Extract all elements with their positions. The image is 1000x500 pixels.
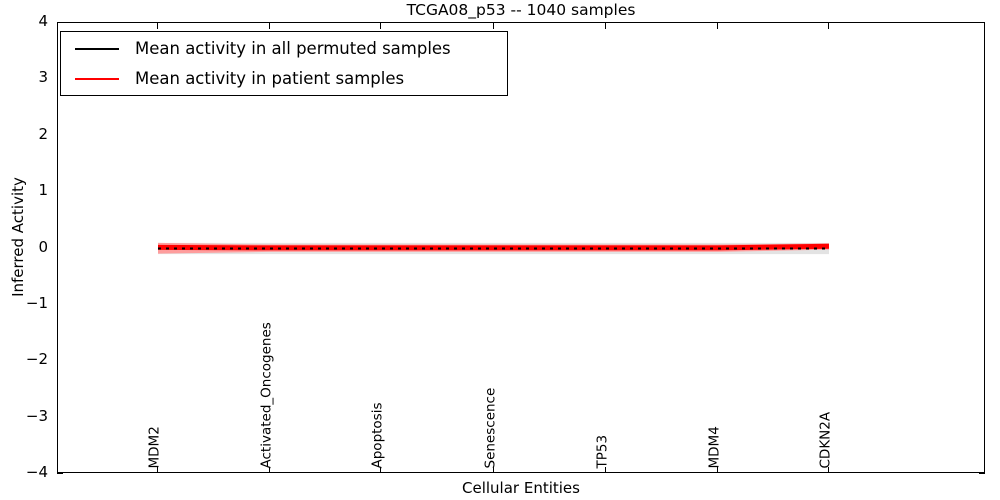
x-axis-tick-label: MDM4 <box>706 425 722 468</box>
x-axis-tick-mark-top <box>492 23 494 29</box>
y-axis-tick-mark-right <box>979 473 985 474</box>
x-axis-tick-mark-top <box>380 23 381 29</box>
x-axis-tick-label: TP53 <box>594 434 611 468</box>
y-axis-tick-label: −4 <box>25 463 48 481</box>
series-layer <box>157 242 830 255</box>
x-axis-tick-mark <box>380 467 381 473</box>
y-axis-tick-label: 3 <box>38 68 48 87</box>
x-axis-title: Cellular Entities <box>462 479 580 497</box>
legend-item-label: Mean activity in all permuted samples <box>135 39 451 58</box>
y-axis-tick-label: −1 <box>25 293 48 312</box>
x-axis-tick-mark <box>828 467 829 473</box>
y-axis-tick-label: 1 <box>38 181 48 200</box>
y-axis-tick-label: 0 <box>38 237 48 256</box>
x-axis-tick-label: Activated_Oncogenes <box>258 321 274 468</box>
y-axis-tick-mark <box>57 473 63 474</box>
y-axis-tick-label: −2 <box>25 350 48 369</box>
plot-area <box>57 22 985 473</box>
x-axis-tick-label: CDKN2A <box>817 411 834 468</box>
x-axis-tick-label: Apoptosis <box>369 401 386 468</box>
y-axis-tick-label: 2 <box>38 124 48 143</box>
x-axis-tick-mark <box>605 467 606 473</box>
x-axis-tick-mark-top <box>716 23 718 29</box>
x-axis-tick-mark <box>268 467 270 473</box>
legend-item[interactable]: Mean activity in all permuted samples <box>61 34 507 64</box>
legend-item-label: Mean activity in patient samples <box>135 69 405 88</box>
x-axis-tick-mark-top <box>828 23 829 29</box>
legend-item[interactable]: Mean activity in patient samples <box>61 64 507 94</box>
x-axis-tick-mark <box>716 467 718 473</box>
y-axis-tick-label: −3 <box>25 406 48 425</box>
x-axis-tick-mark <box>492 467 494 473</box>
x-axis-tick-label: MDM2 <box>146 425 163 468</box>
chart-legend: Mean activity in all permuted samples Mea… <box>60 31 508 96</box>
legend-line-swatch <box>75 78 119 80</box>
series-line-patient <box>157 243 830 251</box>
y-axis-tick-label: 4 <box>38 12 48 30</box>
chart-title: TCGA08_p53 -- 1040 samples <box>406 1 636 19</box>
x-axis-tick-mark-top <box>605 23 606 29</box>
legend-line-swatch <box>75 48 119 50</box>
x-axis-tick-mark <box>157 467 158 473</box>
x-axis-tick-label: Senescence <box>482 387 498 468</box>
x-axis-tick-mark-top <box>157 23 158 29</box>
x-axis-tick-mark-top <box>268 23 270 29</box>
